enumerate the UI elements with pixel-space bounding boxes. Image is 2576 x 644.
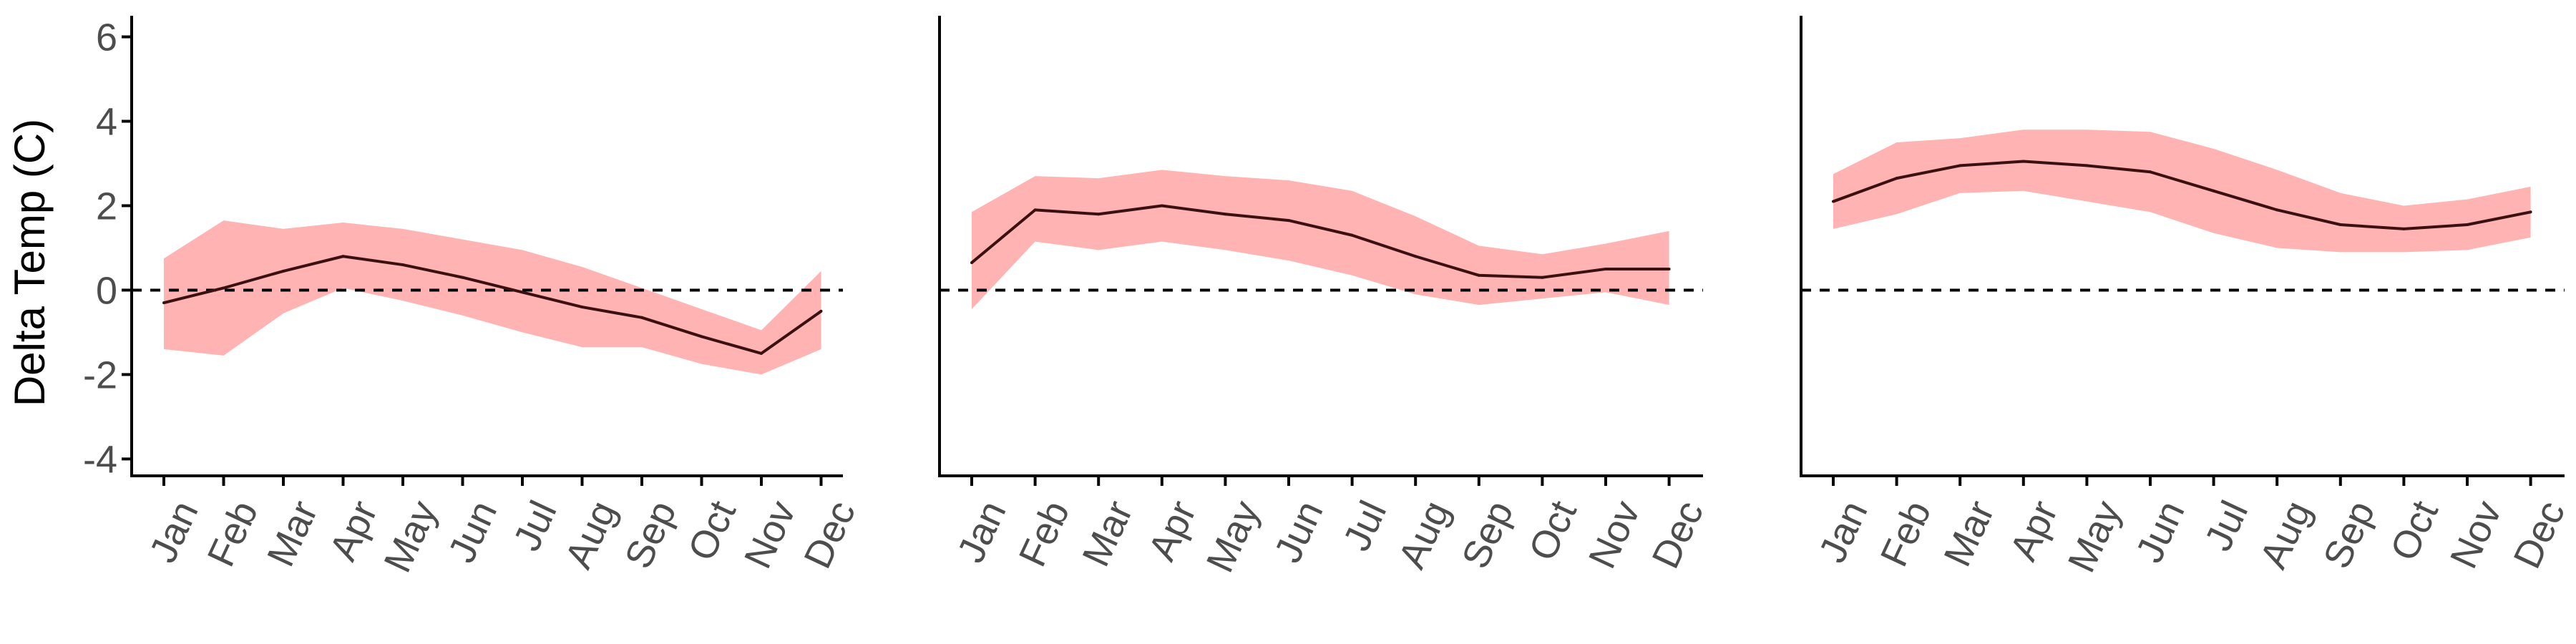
mean-point-oct: [1541, 275, 1544, 279]
y-tick-label: 0: [96, 269, 117, 312]
mean-point-dec: [1667, 267, 1671, 270]
x-tick-label-jun: Jun: [1267, 494, 1332, 569]
x-tick-label-jul: Jul: [2197, 494, 2257, 557]
x-tick-label-jan: Jan: [142, 494, 207, 569]
mean-point-apr: [2021, 160, 2025, 163]
mean-point-apr: [341, 255, 345, 258]
mean-point-may: [401, 263, 404, 267]
x-tick-label-aug: Aug: [1390, 494, 1458, 575]
mean-point-aug: [2275, 208, 2279, 212]
x-tick-label-feb: Feb: [1873, 494, 1940, 573]
mean-point-sep: [2338, 223, 2342, 227]
mean-line: [970, 204, 1669, 279]
mean-point-aug: [1414, 255, 1418, 258]
x-tick-label-sep: Sep: [2315, 494, 2383, 575]
x-tick-label-apr: Apr: [321, 494, 386, 567]
mean-point-aug: [580, 306, 584, 309]
mean-point-dec: [819, 309, 823, 313]
x-tick-label-oct: Oct: [1521, 494, 1585, 567]
x-tick-label-may: May: [1199, 494, 1268, 579]
mean-point-mar: [282, 269, 285, 273]
confidence-ribbon: [972, 170, 1669, 309]
x-tick-label-oct: Oct: [680, 494, 744, 567]
x-tick-label-jun: Jun: [2128, 494, 2193, 569]
x-tick-label-dec: Dec: [1644, 494, 1712, 575]
y-tick-label: -2: [83, 353, 117, 396]
x-tick-label-dec: Dec: [796, 494, 864, 575]
mean-line: [163, 255, 822, 355]
y-tick-label: 2: [96, 185, 117, 228]
mean-point-may: [1224, 213, 1227, 216]
x-tick-label-sep: Sep: [617, 494, 685, 575]
mean-point-dec: [2529, 210, 2532, 214]
x-tick-label-nov: Nov: [2442, 494, 2510, 575]
mean-point-jan: [162, 301, 165, 305]
y-tick-label: 4: [96, 100, 117, 143]
mean-point-mar: [1097, 213, 1101, 216]
x-tick-label-oct: Oct: [2382, 494, 2446, 567]
x-tick-label-feb: Feb: [199, 494, 266, 573]
mean-point-nov: [760, 351, 763, 355]
x-tick-label-jan: Jan: [1811, 494, 1876, 569]
mean-point-feb: [1895, 177, 1898, 180]
mean-point-apr: [1160, 204, 1163, 208]
x-tick-label-jan: Jan: [950, 494, 1015, 569]
mean-line: [1833, 160, 2531, 230]
x-tick-label-may: May: [376, 494, 445, 579]
mean-point-jan: [1832, 200, 1835, 203]
mean-point-oct: [2402, 227, 2406, 230]
mean-point-jul: [1350, 233, 1354, 237]
mean-point-oct: [700, 335, 703, 338]
y-tick-label: -4: [83, 438, 117, 481]
y-tick-label: 6: [96, 16, 117, 59]
mean-point-jun: [461, 275, 464, 279]
mean-point-feb: [1033, 208, 1037, 212]
x-tick-label-jul: Jul: [1335, 494, 1395, 557]
x-tick-label-dec: Dec: [2505, 494, 2573, 575]
mean-point-jun: [2149, 170, 2152, 174]
x-tick-label-mar: Mar: [1074, 494, 1141, 573]
mean-point-sep: [640, 316, 643, 319]
y-axis-label: Delta Temp (C): [6, 119, 54, 406]
confidence-ribbon: [1833, 130, 2531, 253]
mean-point-mar: [1958, 164, 1962, 167]
mean-point-jun: [1287, 219, 1290, 223]
mean-point-jan: [970, 261, 973, 265]
x-tick-label-feb: Feb: [1011, 494, 1078, 573]
x-tick-label-nov: Nov: [1581, 494, 1649, 575]
x-tick-label-jun: Jun: [440, 494, 505, 569]
x-tick-label-may: May: [2060, 494, 2129, 579]
mean-point-jul: [521, 291, 524, 294]
x-tick-label-apr: Apr: [1141, 494, 1205, 567]
x-tick-label-mar: Mar: [259, 494, 326, 573]
x-tick-label-sep: Sep: [1453, 494, 1521, 575]
mean-point-nov: [2466, 223, 2469, 227]
x-tick-label-jul: Jul: [505, 494, 565, 557]
x-tick-label-aug: Aug: [2252, 494, 2320, 575]
confidence-ribbon: [164, 220, 821, 375]
x-tick-label-apr: Apr: [2002, 494, 2067, 567]
x-tick-label-nov: Nov: [736, 494, 804, 575]
mean-point-may: [2085, 164, 2089, 167]
mean-point-nov: [1604, 267, 1607, 270]
x-tick-label-mar: Mar: [1936, 494, 2003, 573]
mean-point-sep: [1477, 273, 1480, 277]
x-tick-label-aug: Aug: [557, 494, 625, 575]
mean-point-feb: [222, 286, 225, 290]
mean-point-jul: [2212, 189, 2215, 192]
